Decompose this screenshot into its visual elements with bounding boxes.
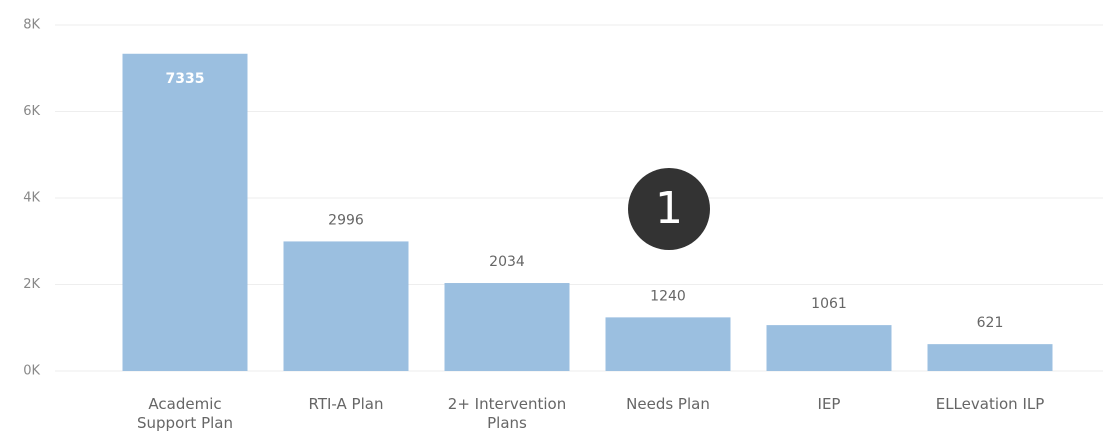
bar	[444, 283, 570, 371]
x-tick-label: Needs Plan	[626, 395, 710, 413]
value-label: 2996	[328, 212, 364, 228]
y-tick-label: 0K	[23, 364, 40, 379]
x-tick-label: 2+ Intervention Plans	[447, 395, 567, 432]
value-label: 1061	[811, 296, 847, 312]
x-tick-label: Academic Support Plan	[137, 395, 233, 432]
bar	[766, 325, 892, 371]
value-label: 621	[977, 315, 1004, 331]
x-tick-label: ELLevation ILP	[935, 395, 1045, 413]
annotation-text: 1	[655, 183, 683, 234]
y-tick-label: 6K	[23, 104, 40, 119]
value-label: 2034	[489, 254, 525, 270]
value-label: 1240	[650, 288, 686, 304]
x-tick-label: RTI-A Plan	[308, 395, 384, 413]
value-label: 7335	[166, 71, 205, 87]
y-tick-label: 2K	[23, 277, 40, 292]
x-tick-label: IEP	[817, 395, 841, 413]
y-tick-label: 8K	[23, 18, 40, 33]
bar	[283, 241, 409, 371]
annotation-badge	[628, 168, 710, 250]
y-tick-label: 4K	[23, 191, 40, 206]
bar	[605, 317, 731, 371]
bar	[927, 344, 1053, 371]
bar	[122, 53, 248, 371]
